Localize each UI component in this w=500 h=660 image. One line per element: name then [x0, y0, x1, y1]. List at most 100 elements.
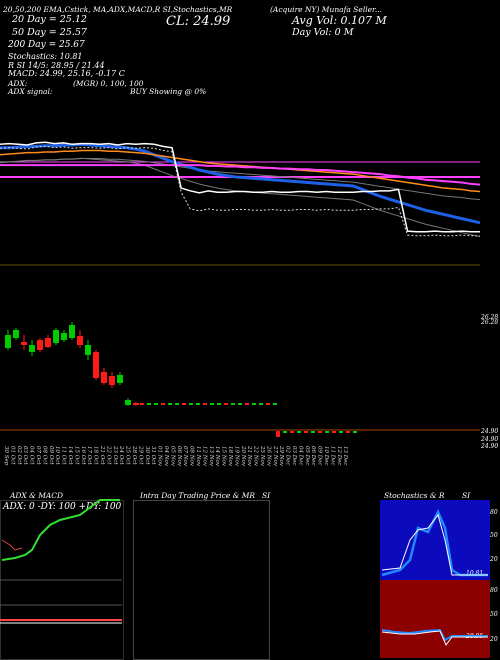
candle-body-5	[45, 338, 51, 347]
dotted-price-line	[0, 145, 480, 237]
stochastics-panel	[380, 500, 490, 580]
date-tick-label: 08 Nov	[188, 446, 195, 466]
small-candle-15	[245, 403, 249, 405]
intraday-panel-title: Intra Day Trading Price & MR	[140, 491, 256, 500]
low-candle-1	[283, 431, 287, 433]
candle-body-11	[93, 352, 99, 378]
candle-body-9	[77, 336, 83, 345]
date-tick-label: 19 Nov	[233, 446, 240, 466]
rsi-label: R SI 14/5: 28.95 / 21.44	[8, 61, 105, 70]
date-tick-label: 01 Oct	[9, 446, 16, 465]
small-candle-10	[210, 403, 214, 405]
low-candle-2	[290, 431, 294, 433]
small-candle-16	[252, 403, 256, 405]
low-candle-4	[304, 431, 308, 433]
low-candle-10	[346, 431, 350, 433]
date-tick-label: 29 Oct	[137, 446, 144, 465]
rsi-tick-20: 20	[490, 636, 498, 643]
date-tick-label: 13 Nov	[207, 446, 214, 466]
date-tick-label: 04 Oct	[28, 446, 35, 465]
candle-body-15	[125, 400, 131, 405]
candle-body-7	[61, 333, 67, 340]
date-tick-label: 09 Oct	[47, 446, 54, 465]
date-tick-label: 31 Oct	[150, 446, 157, 465]
stoch-tick-20: 20	[490, 556, 498, 563]
date-tick-label: 02 Dec	[284, 446, 291, 466]
candle-body-3	[29, 345, 35, 352]
day-vol-label: Day Vol: 0 M	[292, 27, 354, 38]
date-tick-label: 15 Nov	[220, 446, 227, 466]
ticker-line: (Acquire NY) Munafa Seller...	[270, 5, 382, 14]
date-tick-label: 03 Oct	[22, 446, 29, 465]
date-tick-label: 21 Oct	[99, 446, 105, 465]
low-candle-3	[297, 431, 301, 433]
small-candle-9	[203, 403, 207, 405]
ema50-label: 50 Day = 25.57	[12, 27, 87, 38]
rsi-tick-80: 80	[490, 587, 498, 594]
date-tick-label: 03 Dec	[291, 446, 297, 466]
buy-showing-label: BUY Showing @ 0%	[130, 87, 207, 96]
date-tick-label: 18 Oct	[92, 446, 99, 465]
avg-vol-label: Avg Vol: 0.107 M	[292, 14, 387, 27]
low-candle-0	[276, 431, 280, 437]
price-label-top: 26.28	[481, 314, 499, 321]
small-candle-6	[182, 403, 186, 405]
date-tick-label: 07 Nov	[182, 446, 189, 466]
price-label-bottom3: 24.90	[481, 443, 499, 450]
date-tick-label: 11 Oct	[60, 446, 67, 465]
macd-label: MACD: 24.99, 25.16, -0.17 C	[8, 69, 125, 78]
stochastics-label: Stochastics: 10.81	[8, 52, 83, 61]
small-candle-11	[217, 403, 221, 405]
date-tick-label: 28 Oct	[131, 446, 137, 465]
date-tick-label: 22 Nov	[252, 446, 259, 466]
stochastic-white-line	[381, 513, 488, 576]
date-tick-label: 23 Oct	[111, 446, 118, 465]
candle-body-16	[133, 403, 139, 405]
small-candle-19	[273, 403, 277, 405]
date-tick-label: 10 Oct	[54, 446, 61, 465]
date-tick-label: 01 Nov	[156, 446, 163, 466]
stoch-tick-50: 50	[490, 532, 498, 539]
date-tick-label: 16 Oct	[79, 446, 86, 465]
adx-red-line	[1, 539, 23, 551]
rsi-tick-50: 50	[490, 611, 498, 618]
low-candle-7	[325, 431, 329, 433]
ema200-label: 200 Day = 25.67	[8, 40, 85, 50]
candle-body-0	[5, 335, 11, 348]
indicator-list: 20,50,200 EMA,Cstick, MA,ADX,MACD,R SI,S…	[3, 5, 233, 14]
low-candle-11	[353, 431, 357, 433]
candle-body-10	[85, 345, 91, 355]
candle-body-13	[109, 376, 115, 385]
date-tick-label: 04 Dec	[297, 446, 304, 466]
date-tick-label: 17 Oct	[86, 446, 93, 465]
date-tick-label: 14 Oct	[67, 446, 73, 465]
date-tick-label: 21 Nov	[246, 446, 253, 466]
date-tick-label: 14 Nov	[214, 446, 221, 466]
low-candle-9	[339, 431, 343, 433]
small-candle-3	[161, 403, 165, 405]
adx-label: ADX:	[8, 79, 28, 88]
date-tick-label: 29 Nov	[278, 446, 285, 466]
date-tick-label: 07 Oct	[35, 446, 41, 465]
date-axis: 30 Sep 01 Oct 02 Oct 03 Oct 04 Oct 07 Oct 08 O…	[0, 446, 500, 490]
low-candle-5	[311, 431, 315, 433]
date-tick-label: 08 Oct	[41, 446, 48, 465]
stoch-panel-title: Stochastics & R	[384, 491, 445, 500]
date-tick-label: 18 Nov	[227, 446, 233, 466]
candle-body-14	[117, 375, 123, 383]
low-candle-8	[332, 431, 336, 433]
adx-green-line	[1, 499, 120, 561]
date-tick-label: 02 Oct	[15, 446, 22, 465]
candle-body-8	[69, 325, 75, 338]
date-tick-label: 30 Sep	[3, 446, 9, 466]
date-tick-label: 20 Nov	[239, 446, 246, 466]
price-label-bottom1: 24.90	[481, 428, 499, 435]
stoch-tick-80: 80	[490, 509, 498, 516]
si-title-1: SI	[262, 491, 271, 500]
price-label-bottom2: 24.90	[481, 436, 499, 443]
small-candle-4	[168, 403, 172, 405]
date-tick-label: 06 Nov	[175, 446, 182, 466]
small-candle-5	[175, 403, 179, 405]
